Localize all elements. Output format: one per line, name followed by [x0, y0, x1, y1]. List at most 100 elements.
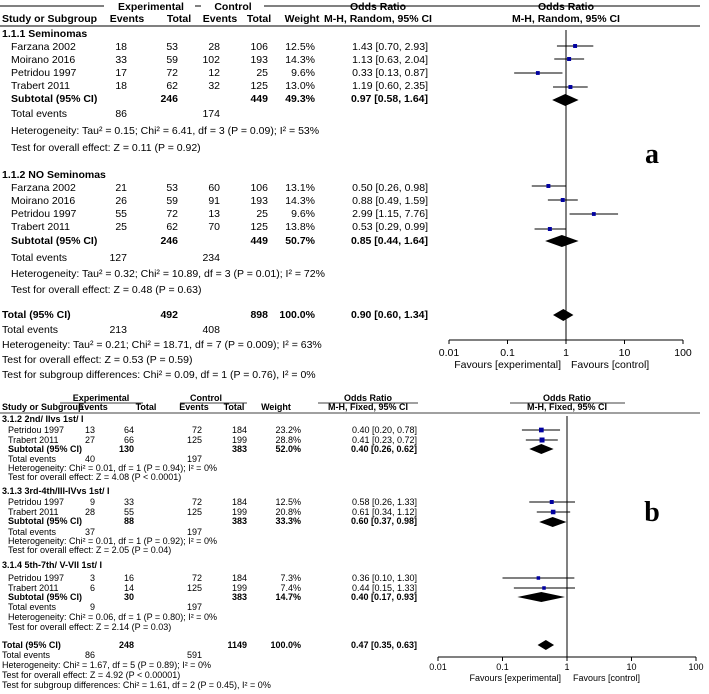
subgroup-differences: Test for subgroup differences: Chi² = 0.…	[2, 369, 316, 381]
total-events-exp: 9	[90, 602, 95, 612]
study-row: Trabert 2011 28 55 125 199 20.8% 0.61 [0…	[8, 507, 417, 517]
total-n-ctl: 898	[250, 309, 268, 321]
heterogeneity: Heterogeneity: Tau² = 0.15; Chi² = 6.41,…	[11, 125, 319, 137]
events-ctl: 125	[187, 507, 202, 517]
events-ctl: 13	[208, 208, 220, 220]
overall-effect: Test for overall effect: Z = 0.48 (P = 0…	[11, 284, 201, 296]
point-estimate-square	[560, 198, 565, 202]
heterogeneity: Heterogeneity: Chi² = 1.67, df = 5 (P = …	[2, 660, 211, 670]
study-name: Trabert 2011	[8, 507, 59, 517]
total-ctl: 199	[232, 507, 247, 517]
header-or-method: M-H, Fixed, 95% CI	[328, 402, 408, 412]
study-row: Petridou 1997 17 72 12 25 9.6% 0.33 [0.1…	[11, 67, 428, 79]
header-or-title: Odds Ratio	[350, 1, 406, 13]
favours-control: Favours [control]	[573, 673, 640, 683]
weight: 12.5%	[285, 41, 315, 53]
events-exp: 25	[115, 221, 127, 233]
odds-ratio-ci: 1.13 [0.63, 2.04]	[352, 54, 428, 66]
weight: 13.1%	[285, 182, 315, 194]
events-exp: 3	[90, 573, 95, 583]
summary-diamond	[529, 444, 554, 454]
total-events-label: Total events	[11, 252, 67, 264]
favours-experimental: Favours [experimental]	[469, 673, 561, 683]
subtotal-total-exp: 88	[124, 516, 134, 526]
total-events-exp: 86	[85, 650, 95, 660]
header-plot-method: M-H, Fixed, 95% CI	[527, 402, 607, 412]
subtotal-total-ctl: 383	[232, 444, 247, 454]
study-row: Petridou 1997 9 33 72 184 12.5% 0.58 [0.…	[8, 497, 417, 507]
header-weight: Weight	[261, 402, 291, 412]
axis-tick-label: 0.1	[500, 347, 515, 359]
point-estimate-square	[539, 437, 545, 443]
study-name: Moirano 2016	[11, 195, 75, 207]
summary-diamond	[539, 517, 567, 527]
total-ctl: 25	[256, 208, 268, 220]
point-estimate-square	[549, 500, 554, 504]
subtotal-weight: 52.0%	[275, 444, 301, 454]
study-row: Petridou 1997 13 64 72 184 23.2% 0.40 [0…	[8, 425, 417, 435]
axis-tick-label: 10	[626, 662, 636, 672]
total-events-exp: 86	[115, 108, 127, 120]
subtotal-ci: 0.40 [0.17, 0.93]	[351, 592, 417, 602]
total-exp: 64	[124, 425, 134, 435]
axis-tick-label: 10	[619, 347, 631, 359]
odds-ratio-ci: 1.19 [0.60, 2.35]	[352, 80, 428, 92]
odds-ratio-ci: 0.53 [0.29, 0.99]	[352, 221, 428, 233]
total-ci: 0.90 [0.60, 1.34]	[351, 309, 428, 321]
total-events-exp: 127	[109, 252, 127, 264]
weight: 23.2%	[275, 425, 301, 435]
events-ctl: 12	[208, 67, 220, 79]
weight: 9.6%	[291, 208, 315, 220]
events-exp: 18	[115, 80, 127, 92]
events-exp: 28	[85, 507, 95, 517]
study-name: Farzana 2002	[11, 182, 76, 194]
subtotal-ci: 0.60 [0.37, 0.98]	[351, 516, 417, 526]
subtotal-row: Subtotal (95% CI) 88 383 33.3% 0.60 [0.3…	[8, 516, 417, 526]
subtotal-weight: 33.3%	[275, 516, 301, 526]
total-events-ctl: 197	[187, 527, 202, 537]
axis-b: 0.01 0.1 1 10 100 Favours [experimental]…	[429, 662, 703, 683]
subtotal-ci: 0.97 [0.58, 1.64]	[351, 93, 428, 105]
header-plot-method: M-H, Random, 95% CI	[512, 13, 620, 25]
total-ctl: 125	[250, 221, 268, 233]
point-estimate-square	[568, 85, 573, 89]
events-ctl: 60	[208, 182, 220, 194]
header-events-exp: Events	[78, 402, 108, 412]
study-name: Petridou 1997	[11, 67, 77, 79]
total-events-label: Total events	[8, 602, 57, 612]
axis-tick-label: 1	[563, 347, 569, 359]
subgroup-title: 3.1.3 3rd-4th/III-IVvs 1st/ I	[2, 486, 110, 496]
total-events-ctl: 408	[202, 324, 220, 336]
odds-ratio-ci: 0.88 [0.49, 1.59]	[352, 195, 428, 207]
total-events-exp: 213	[109, 324, 127, 336]
study-name: Petridou 1997	[8, 425, 64, 435]
total-exp: 55	[124, 507, 134, 517]
point-estimate-square	[567, 57, 572, 61]
summary-diamond	[537, 640, 555, 650]
total-exp: 33	[124, 497, 134, 507]
subtotal-total-ctl: 449	[250, 93, 268, 105]
total-exp: 53	[166, 182, 178, 194]
study-name: Petridou 1997	[8, 573, 64, 583]
study-row: Farzana 2002 21 53 60 106 13.1% 0.50 [0.…	[11, 182, 428, 194]
total-ctl: 106	[250, 41, 268, 53]
events-exp: 21	[115, 182, 127, 194]
events-exp: 6	[90, 583, 95, 593]
events-ctl: 72	[192, 573, 202, 583]
study-row: Moirano 2016 26 59 91 193 14.3% 0.88 [0.…	[11, 195, 428, 207]
header-study: Study or Subgroup	[2, 402, 84, 412]
forest-plot-a	[448, 30, 684, 344]
axis-tick-label: 1	[564, 662, 569, 672]
subgroup-title: 1.1.2 NO Seminomas	[2, 169, 106, 181]
events-ctl: 102	[202, 54, 220, 66]
header-control: Control	[190, 393, 222, 403]
total-ctl: 199	[232, 583, 247, 593]
header-total-exp: Total	[136, 402, 157, 412]
total-exp: 53	[166, 41, 178, 53]
total-exp: 59	[166, 54, 178, 66]
point-estimate-square	[573, 44, 578, 48]
panel-a-label: a	[645, 139, 659, 170]
header-total-exp: Total	[167, 13, 191, 25]
summary-diamond	[517, 592, 565, 602]
